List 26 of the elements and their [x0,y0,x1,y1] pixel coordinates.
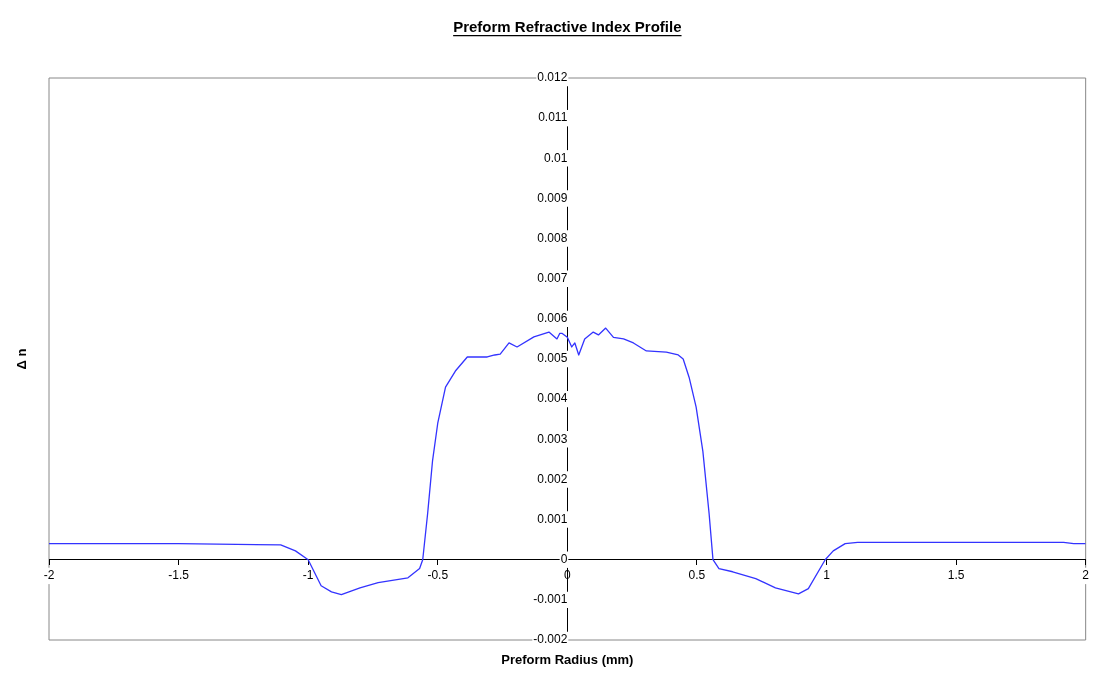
y-tick-label: 0.003 [537,431,568,446]
x-tick-label: 1 [823,568,831,583]
y-tick-label: 0 [560,552,568,567]
y-tick-label: 0.009 [537,190,568,205]
y-tick-label: 0.004 [537,391,568,406]
x-tick-label: -2 [43,568,55,583]
y-tick-label: -0.001 [533,592,568,607]
y-tick-label: 0.001 [537,511,568,526]
x-tick-label: -1.5 [168,568,190,583]
y-tick-label: 0.006 [537,311,568,326]
y-tick-label: 0.012 [537,70,568,85]
y-tick-label: 0.005 [537,351,568,366]
x-axis-title: Preform Radius (mm) [501,652,634,667]
x-tick-label: -0.5 [427,568,449,583]
x-tick-label: 2 [1082,568,1090,583]
y-tick-label: 0.011 [538,110,568,125]
y-tick-label: 0.01 [543,150,568,165]
y-tick-label: 0.007 [537,271,568,286]
y-tick-label: 0.008 [537,230,568,245]
x-tick-label: -1 [302,568,314,583]
y-tick-label: -0.002 [533,632,568,647]
chart-title: Preform Refractive Index Profile [453,18,682,35]
y-axis-title: Δ n [13,348,29,370]
y-tick-label: 0.002 [537,471,568,486]
x-tick-label: 0.5 [688,568,706,583]
x-tick-label: 1.5 [947,568,965,583]
